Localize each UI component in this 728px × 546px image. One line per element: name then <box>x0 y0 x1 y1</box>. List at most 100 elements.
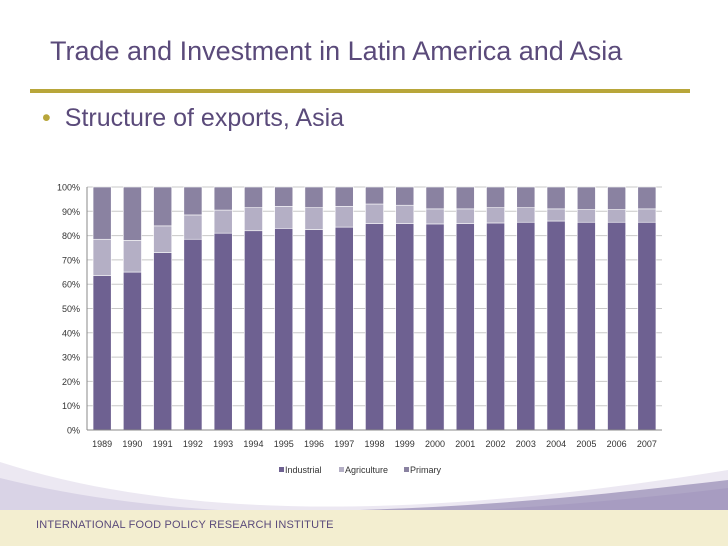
bar-segment-primary <box>576 186 596 210</box>
bar-segment-agriculture <box>607 209 626 223</box>
bar-segment-primary <box>425 186 445 210</box>
x-tick-label: 1990 <box>122 439 142 449</box>
y-tick-label: 10% <box>62 401 80 411</box>
y-tick-label: 50% <box>62 304 80 314</box>
title-underline <box>30 89 690 93</box>
bar-segment-industrial <box>334 226 354 431</box>
bar-segment-primary <box>213 186 233 211</box>
x-tick-label: 2002 <box>486 439 506 449</box>
y-tick-label: 40% <box>62 328 80 338</box>
bar-segment-agriculture <box>365 203 384 224</box>
chart-bars <box>92 186 657 431</box>
y-tick-label: 0% <box>67 426 80 436</box>
bar-segment-agriculture <box>425 208 445 225</box>
bar-segment-industrial <box>153 252 173 431</box>
legend-swatch-industrial <box>279 467 284 472</box>
bar-segment-agriculture <box>213 209 233 234</box>
y-tick-label: 20% <box>62 377 80 387</box>
x-tick-label: 1998 <box>364 439 384 449</box>
bar-segment-industrial <box>183 238 203 431</box>
bar-segment-agriculture <box>486 207 505 224</box>
bar-segment-industrial <box>274 228 294 431</box>
x-tick-label: 1991 <box>153 439 173 449</box>
x-tick-label: 2005 <box>576 439 596 449</box>
bar-segment-primary <box>486 186 505 208</box>
bar-segment-primary <box>274 186 294 207</box>
swoosh-light <box>0 462 728 510</box>
bar-segment-primary <box>304 186 324 208</box>
bar-segment-industrial <box>546 220 566 431</box>
bar-segment-industrial <box>637 221 657 431</box>
legend-label-agriculture: Agriculture <box>345 465 388 475</box>
bar-segment-industrial <box>576 221 596 431</box>
x-tick-label: 2000 <box>425 439 445 449</box>
y-tick-label: 80% <box>62 231 80 241</box>
bar-segment-industrial <box>304 229 324 431</box>
x-tick-label: 1997 <box>334 439 354 449</box>
bar-segment-primary <box>637 186 657 210</box>
swoosh-dark <box>360 480 728 510</box>
bar-segment-primary <box>365 186 384 205</box>
bar-segment-agriculture <box>334 206 354 228</box>
bar-segment-industrial <box>123 271 142 431</box>
bar-segment-industrial <box>244 230 263 431</box>
x-tick-label: 2001 <box>455 439 475 449</box>
bar-segment-agriculture <box>123 240 142 273</box>
bar-segment-industrial <box>395 223 415 431</box>
x-tick-label: 1999 <box>395 439 415 449</box>
bar-segment-industrial <box>213 232 233 431</box>
chart-legend: Industrial Agriculture Primary <box>279 465 441 475</box>
bullet-item: • Structure of exports, Asia <box>42 104 344 133</box>
legend-swatch-agriculture <box>339 467 344 472</box>
y-tick-label: 30% <box>62 353 80 363</box>
footer-band <box>0 510 728 546</box>
x-tick-label: 1994 <box>243 439 263 449</box>
bar-segment-agriculture <box>546 208 566 222</box>
bar-segment-agriculture <box>183 214 203 240</box>
bar-segment-agriculture <box>637 208 657 223</box>
bar-segment-agriculture <box>304 207 324 230</box>
x-tick-label: 2006 <box>607 439 627 449</box>
x-tick-label: 1989 <box>92 439 112 449</box>
legend-label-primary: Primary <box>410 465 441 475</box>
bar-segment-agriculture <box>395 204 415 224</box>
x-tick-label: 1996 <box>304 439 324 449</box>
bar-segment-industrial <box>365 223 384 431</box>
y-tick-label: 90% <box>62 207 80 217</box>
legend-label-industrial: Industrial <box>285 465 322 475</box>
bar-segment-industrial <box>486 222 505 431</box>
bar-segment-primary <box>244 186 263 208</box>
bar-segment-agriculture <box>576 209 596 223</box>
bullet-icon: • <box>42 104 51 132</box>
footer-text: INTERNATIONAL FOOD POLICY RESEARCH INSTI… <box>36 519 334 531</box>
slide-title: Trade and Investment in Latin America an… <box>50 36 623 66</box>
bar-segment-primary <box>395 186 415 206</box>
bar-segment-primary <box>153 186 173 227</box>
bar-segment-agriculture <box>516 207 536 223</box>
bullet-text: Structure of exports, Asia <box>64 104 345 132</box>
bar-segment-industrial <box>425 223 445 431</box>
bar-segment-industrial <box>516 221 536 431</box>
y-tick-label: 70% <box>62 255 80 265</box>
bar-segment-primary <box>92 186 112 240</box>
x-tick-label: 1995 <box>274 439 294 449</box>
bar-segment-agriculture <box>455 208 475 224</box>
bar-segment-primary <box>455 186 475 210</box>
y-tick-label: 100% <box>57 183 80 193</box>
x-tick-label: 2007 <box>637 439 657 449</box>
bar-segment-primary <box>516 186 536 208</box>
bar-segment-primary <box>123 186 142 241</box>
footer-swoosh <box>0 462 728 514</box>
x-tick-label: 1993 <box>213 439 233 449</box>
x-axis: 1989 1990 1991 1992 1993 1994 1995 1996 1997 1998… <box>87 429 662 449</box>
x-tick-label: 1992 <box>183 439 203 449</box>
y-axis: 0% 10% 20% 30% 40% 50% 60% 70% 80% 90% 100% <box>57 183 88 436</box>
bar-segment-industrial <box>607 221 626 431</box>
bar-segment-primary <box>546 186 566 210</box>
bar-segment-industrial <box>92 275 112 431</box>
bar-segment-agriculture <box>153 225 173 253</box>
bar-segment-primary <box>183 186 203 216</box>
bar-segment-primary <box>334 186 354 207</box>
bar-segment-agriculture <box>92 238 112 277</box>
